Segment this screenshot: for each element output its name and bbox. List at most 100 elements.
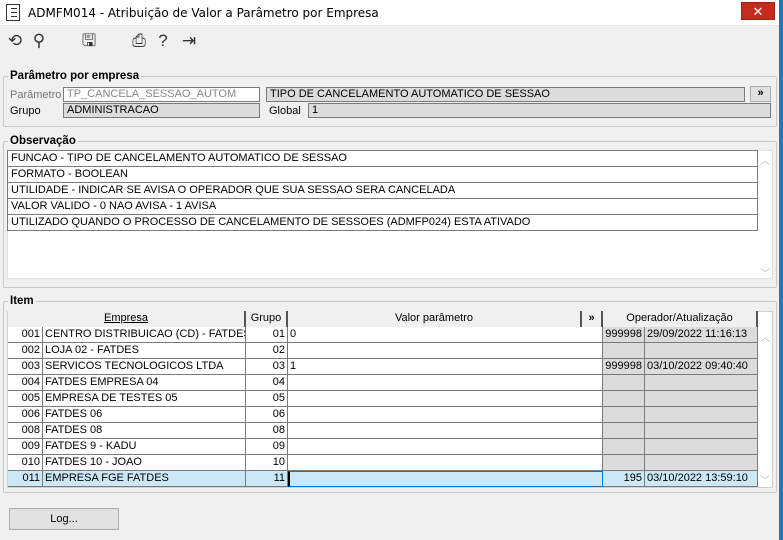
exit-icon[interactable]: ⇥ [181,31,197,50]
cell-data [645,407,758,423]
cell-code: 011 [8,471,43,487]
observacao-line: FORMATO - BOOLEAN [7,166,758,183]
cell-grupo: 05 [246,391,288,407]
cell-valor[interactable] [288,423,603,439]
grid-scroll-up-icon[interactable]: ︿ [760,333,770,344]
parametro-more-button[interactable]: » [750,86,771,102]
cell-grupo: 10 [246,455,288,471]
cell-operador: 999998 [603,327,645,343]
scroll-down-icon[interactable]: ﹀ [760,269,770,280]
cell-data [645,439,758,455]
global-label: Global [269,105,301,117]
cell-grupo: 08 [246,423,288,439]
cell-code: 006 [8,407,43,423]
close-button[interactable]: ✕ [741,2,775,20]
cell-grupo: 09 [246,439,288,455]
cell-valor[interactable]: 0 [288,327,603,343]
cell-empresa: EMPRESA DE TESTES 05 [43,391,246,407]
header-valor[interactable]: Valor parâmetro [288,311,582,327]
cell-empresa: EMPRESA FGE FATDES [43,471,246,487]
header-empresa[interactable]: Empresa [8,311,246,327]
cell-operador [603,375,645,391]
header-more-button[interactable]: » [582,311,603,327]
cell-valor[interactable] [288,455,603,471]
header-empresa-label: Empresa [103,312,149,324]
cell-data [645,423,758,439]
cell-valor[interactable] [288,375,603,391]
cell-valor[interactable] [288,391,603,407]
cell-empresa: FATDES 9 - KADU [43,439,246,455]
help-icon[interactable]: ? [158,31,168,50]
save-icon[interactable]: 🖫 [81,31,97,50]
cell-empresa: FATDES 10 - JOAO [43,455,246,471]
cell-valor[interactable] [288,343,603,359]
cell-grupo: 04 [246,375,288,391]
parametro-label: Parâmetro [10,89,62,101]
cell-code: 002 [8,343,43,359]
cell-operador [603,407,645,423]
scroll-up-icon[interactable]: ︿ [760,156,770,167]
cell-valor[interactable] [288,407,603,423]
cell-empresa: FATDES 08 [43,423,246,439]
header-grupo[interactable]: Grupo [246,311,288,327]
cell-operador [603,439,645,455]
cell-data [645,375,758,391]
item-legend: Item [10,295,34,307]
cell-operador [603,423,645,439]
cell-valor[interactable]: 1 [288,359,603,375]
cell-data: 03/10/2022 13:59:10 [645,471,758,487]
header-operador[interactable]: Operador/Atualização [603,311,758,327]
app-icon [6,4,20,21]
undo-icon[interactable]: ⟲ [7,31,23,50]
parametro-legend: Parâmetro por empresa [10,70,140,82]
grupo-label: Grupo [10,105,41,117]
cell-code: 003 [8,359,43,375]
cell-grupo: 11 [246,471,288,487]
cell-code: 004 [8,375,43,391]
cell-data: 03/10/2022 09:40:40 [645,359,758,375]
observacao-legend: Observação [10,135,76,147]
cell-empresa: LOJA 02 - FATDES [43,343,246,359]
cell-operador [603,343,645,359]
cell-grupo: 01 [246,327,288,343]
global-input: 1 [308,103,771,118]
cell-data [645,391,758,407]
observacao-line: FUNCAO - TIPO DE CANCELAMENTO AUTOMATICO… [7,150,758,167]
cell-operador [603,455,645,471]
log-button[interactable]: Log... [9,508,119,530]
parametro-input[interactable]: TP_CANCELA_SESSAO_AUTOM [63,87,260,102]
grupo-input: ADMINISTRACAO [63,103,260,118]
search-icon[interactable]: ⚲ [32,31,46,50]
parametro-description: TIPO DE CANCELAMENTO AUTOMATICO DE SESSA… [266,87,745,102]
cell-valor[interactable] [288,439,603,455]
cell-operador: 195 [603,471,645,487]
cell-data [645,455,758,471]
title-bar: ADMFM014 - Atribuição de Valor a Parâmet… [0,0,783,26]
cell-code: 008 [8,423,43,439]
observacao-line: UTILIDADE - INDICAR SE AVISA O OPERADOR … [7,182,758,199]
cell-data: 29/09/2022 11:16:13 [645,327,758,343]
cell-empresa: FATDES EMPRESA 04 [43,375,246,391]
cell-empresa: FATDES 06 [43,407,246,423]
item-group: Item [3,295,777,493]
cell-empresa: CENTRO DISTRIBUICAO (CD) - FATDES [43,327,246,343]
grid-scroll-down-icon[interactable]: ﹀ [760,476,770,487]
window-border [779,0,783,540]
observacao-line: VALOR VALIDO - 0 NAO AVISA - 1 AVISA [7,198,758,215]
cell-code: 010 [8,455,43,471]
observacao-line: UTILIZADO QUANDO O PROCESSO DE CANCELAME… [7,214,758,231]
window-title: ADMFM014 - Atribuição de Valor a Parâmet… [28,6,379,20]
cell-code: 001 [8,327,43,343]
cell-grupo: 02 [246,343,288,359]
parametro-group: Parâmetro por empresa [3,70,777,127]
cell-grupo: 03 [246,359,288,375]
cell-code: 009 [8,439,43,455]
cell-valor[interactable] [288,471,603,487]
cell-operador [603,391,645,407]
cell-data [645,343,758,359]
cell-operador: 999998 [603,359,645,375]
observacao-group: Observação [3,135,777,288]
cell-grupo: 06 [246,407,288,423]
cell-empresa: SERVICOS TECNOLOGICOS LTDA [43,359,246,375]
print-icon[interactable]: ⎙ [132,31,146,50]
